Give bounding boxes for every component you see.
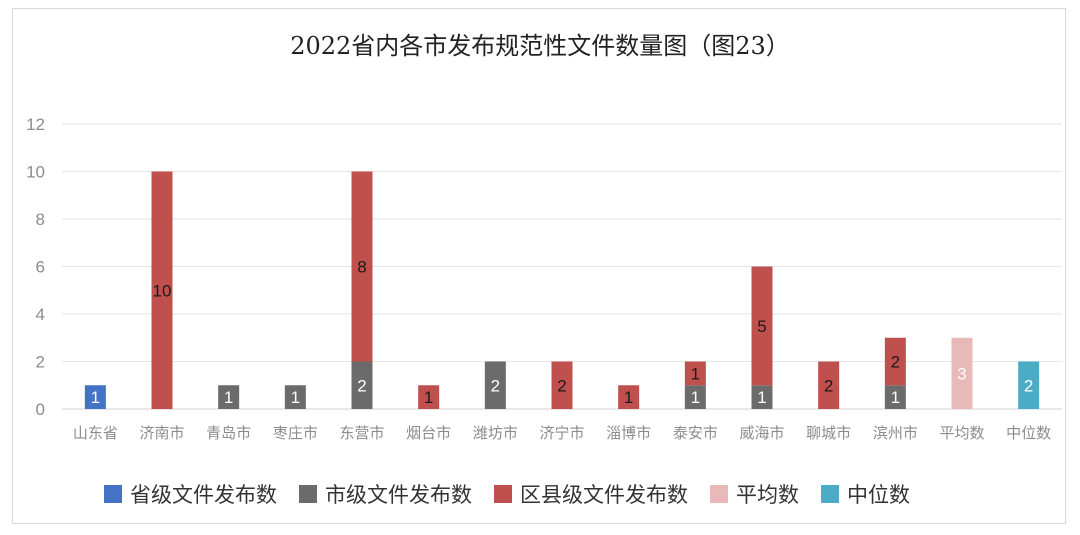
x-tick-label: 泰安市 bbox=[673, 424, 718, 442]
x-tick-label: 枣庄市 bbox=[273, 424, 318, 442]
x-tick-label: 山东省 bbox=[73, 424, 118, 442]
legend-item: 中位数 bbox=[821, 483, 910, 507]
bar-segment bbox=[684, 385, 706, 409]
x-tick-label: 威海市 bbox=[739, 424, 784, 442]
bar-segment bbox=[818, 361, 840, 409]
y-tick-label: 8 bbox=[36, 210, 45, 229]
y-tick-label: 2 bbox=[36, 353, 45, 372]
bar-segment bbox=[884, 385, 906, 409]
data-label: 1 bbox=[91, 388, 100, 407]
bar-segment bbox=[284, 385, 306, 409]
bar-segment bbox=[618, 385, 640, 409]
legend-label: 省级文件发布数 bbox=[130, 483, 277, 507]
data-label: 2 bbox=[891, 353, 900, 372]
data-label: 2 bbox=[491, 376, 500, 395]
legend: 省级文件发布数 市级文件发布数 区县级文件发布数 平均数 中位数 bbox=[104, 483, 910, 507]
bar-segment bbox=[351, 361, 373, 409]
x-tick-label: 烟台市 bbox=[406, 424, 451, 442]
bar-segment bbox=[751, 266, 773, 386]
data-label: 2 bbox=[557, 376, 566, 395]
data-label: 1 bbox=[291, 388, 300, 407]
legend-swatch bbox=[494, 485, 512, 503]
data-label: 5 bbox=[757, 317, 766, 336]
legend-swatch bbox=[104, 485, 122, 503]
y-tick-label: 12 bbox=[26, 115, 45, 134]
data-label: 1 bbox=[757, 388, 766, 407]
x-tick-label: 淄博市 bbox=[606, 424, 651, 442]
bars bbox=[84, 171, 1040, 409]
x-tick-label: 济宁市 bbox=[539, 424, 584, 442]
data-label: 1 bbox=[424, 388, 433, 407]
bar-segment bbox=[884, 337, 906, 386]
x-tick-label: 青岛市 bbox=[206, 424, 251, 442]
data-label: 2 bbox=[357, 376, 366, 395]
bar-segment bbox=[418, 385, 440, 409]
legend-item: 区县级文件发布数 bbox=[494, 483, 688, 507]
data-label: 2 bbox=[824, 376, 833, 395]
x-tick-label: 东营市 bbox=[339, 424, 384, 442]
y-tick-label: 4 bbox=[36, 305, 45, 324]
chart-frame bbox=[12, 8, 1066, 524]
legend-item: 平均数 bbox=[710, 483, 799, 507]
bar-segment bbox=[151, 171, 173, 409]
data-label: 8 bbox=[357, 258, 366, 277]
bar-segment bbox=[218, 385, 240, 409]
legend-label: 平均数 bbox=[736, 483, 799, 507]
bar-segment bbox=[351, 171, 373, 362]
chart-title: 2022省内各市发布规范性文件数量图（图23） bbox=[290, 32, 790, 60]
legend-label: 区县级文件发布数 bbox=[520, 483, 688, 507]
data-labels: 1 10 1 1 2 8 1 2 2 1 1 1 1 5 2 1 2 3 2 bbox=[91, 258, 1034, 408]
bar-segment bbox=[684, 361, 706, 386]
data-label: 1 bbox=[691, 388, 700, 407]
data-label: 10 bbox=[153, 281, 172, 300]
bar-segment bbox=[951, 337, 973, 409]
bar-segment bbox=[751, 385, 773, 409]
y-tick-label: 6 bbox=[36, 258, 45, 277]
bar-segment bbox=[484, 361, 506, 409]
y-tick-label: 10 bbox=[26, 163, 45, 182]
y-tick-label: 0 bbox=[36, 400, 45, 419]
legend-item: 省级文件发布数 bbox=[104, 483, 277, 507]
x-axis: 山东省 济南市 青岛市 枣庄市 东营市 烟台市 潍坊市 济宁市 淄博市 泰安市 威海市 聊城市 滨州市 平… bbox=[73, 424, 1051, 442]
bar-segment bbox=[84, 385, 106, 409]
legend-swatch bbox=[299, 485, 317, 503]
x-tick-label: 平均数 bbox=[939, 424, 984, 442]
legend-swatch bbox=[710, 485, 728, 503]
x-tick-label: 滨州市 bbox=[873, 424, 918, 442]
legend-label: 市级文件发布数 bbox=[325, 483, 472, 507]
x-tick-label: 中位数 bbox=[1006, 424, 1051, 442]
bar-segment bbox=[551, 361, 573, 409]
y-axis: 0 2 4 6 8 10 12 bbox=[26, 115, 45, 419]
data-label: 1 bbox=[224, 388, 233, 407]
x-tick-label: 济南市 bbox=[139, 424, 184, 442]
data-label: 1 bbox=[891, 388, 900, 407]
legend-item: 市级文件发布数 bbox=[299, 483, 472, 507]
data-label: 2 bbox=[1024, 376, 1033, 395]
x-tick-label: 聊城市 bbox=[806, 424, 851, 442]
data-label: 1 bbox=[624, 388, 633, 407]
legend-swatch bbox=[821, 485, 839, 503]
legend-label: 中位数 bbox=[847, 483, 910, 507]
data-label: 1 bbox=[691, 364, 700, 383]
data-label: 3 bbox=[957, 364, 966, 383]
bar-segment bbox=[1018, 361, 1040, 409]
x-tick-label: 潍坊市 bbox=[473, 424, 518, 442]
